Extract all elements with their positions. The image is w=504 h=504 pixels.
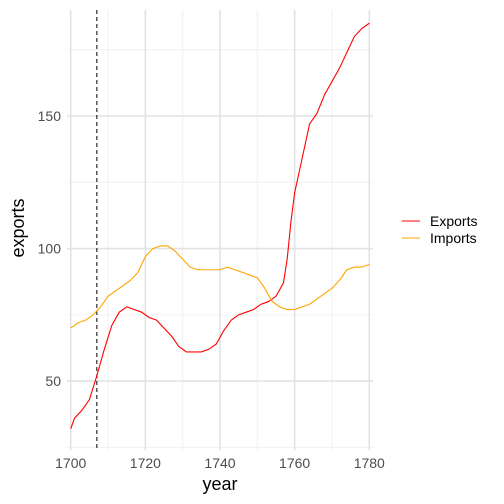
y-axis-title: exports (8, 198, 28, 257)
series-line-imports (70, 245, 370, 329)
y-axis-ticks: 50 100 150 (38, 108, 62, 389)
x-tick-label: 1780 (354, 455, 385, 471)
y-tick-label: 150 (38, 108, 62, 124)
x-axis-title: year (202, 474, 237, 494)
x-tick-label: 1760 (279, 455, 310, 471)
x-tick-label: 1720 (130, 455, 161, 471)
x-tick-label: 1740 (204, 455, 235, 471)
series-lines (70, 22, 370, 429)
series-line-exports (70, 22, 370, 429)
legend-label-exports: Exports (430, 213, 477, 229)
legend-label-imports: Imports (430, 230, 477, 246)
x-tick-label: 1700 (55, 455, 86, 471)
y-tick-label: 50 (45, 373, 61, 389)
grid (67, 10, 373, 450)
y-tick-label: 100 (38, 241, 62, 257)
x-axis-ticks: 1700 1720 1740 1760 1780 (55, 455, 385, 471)
